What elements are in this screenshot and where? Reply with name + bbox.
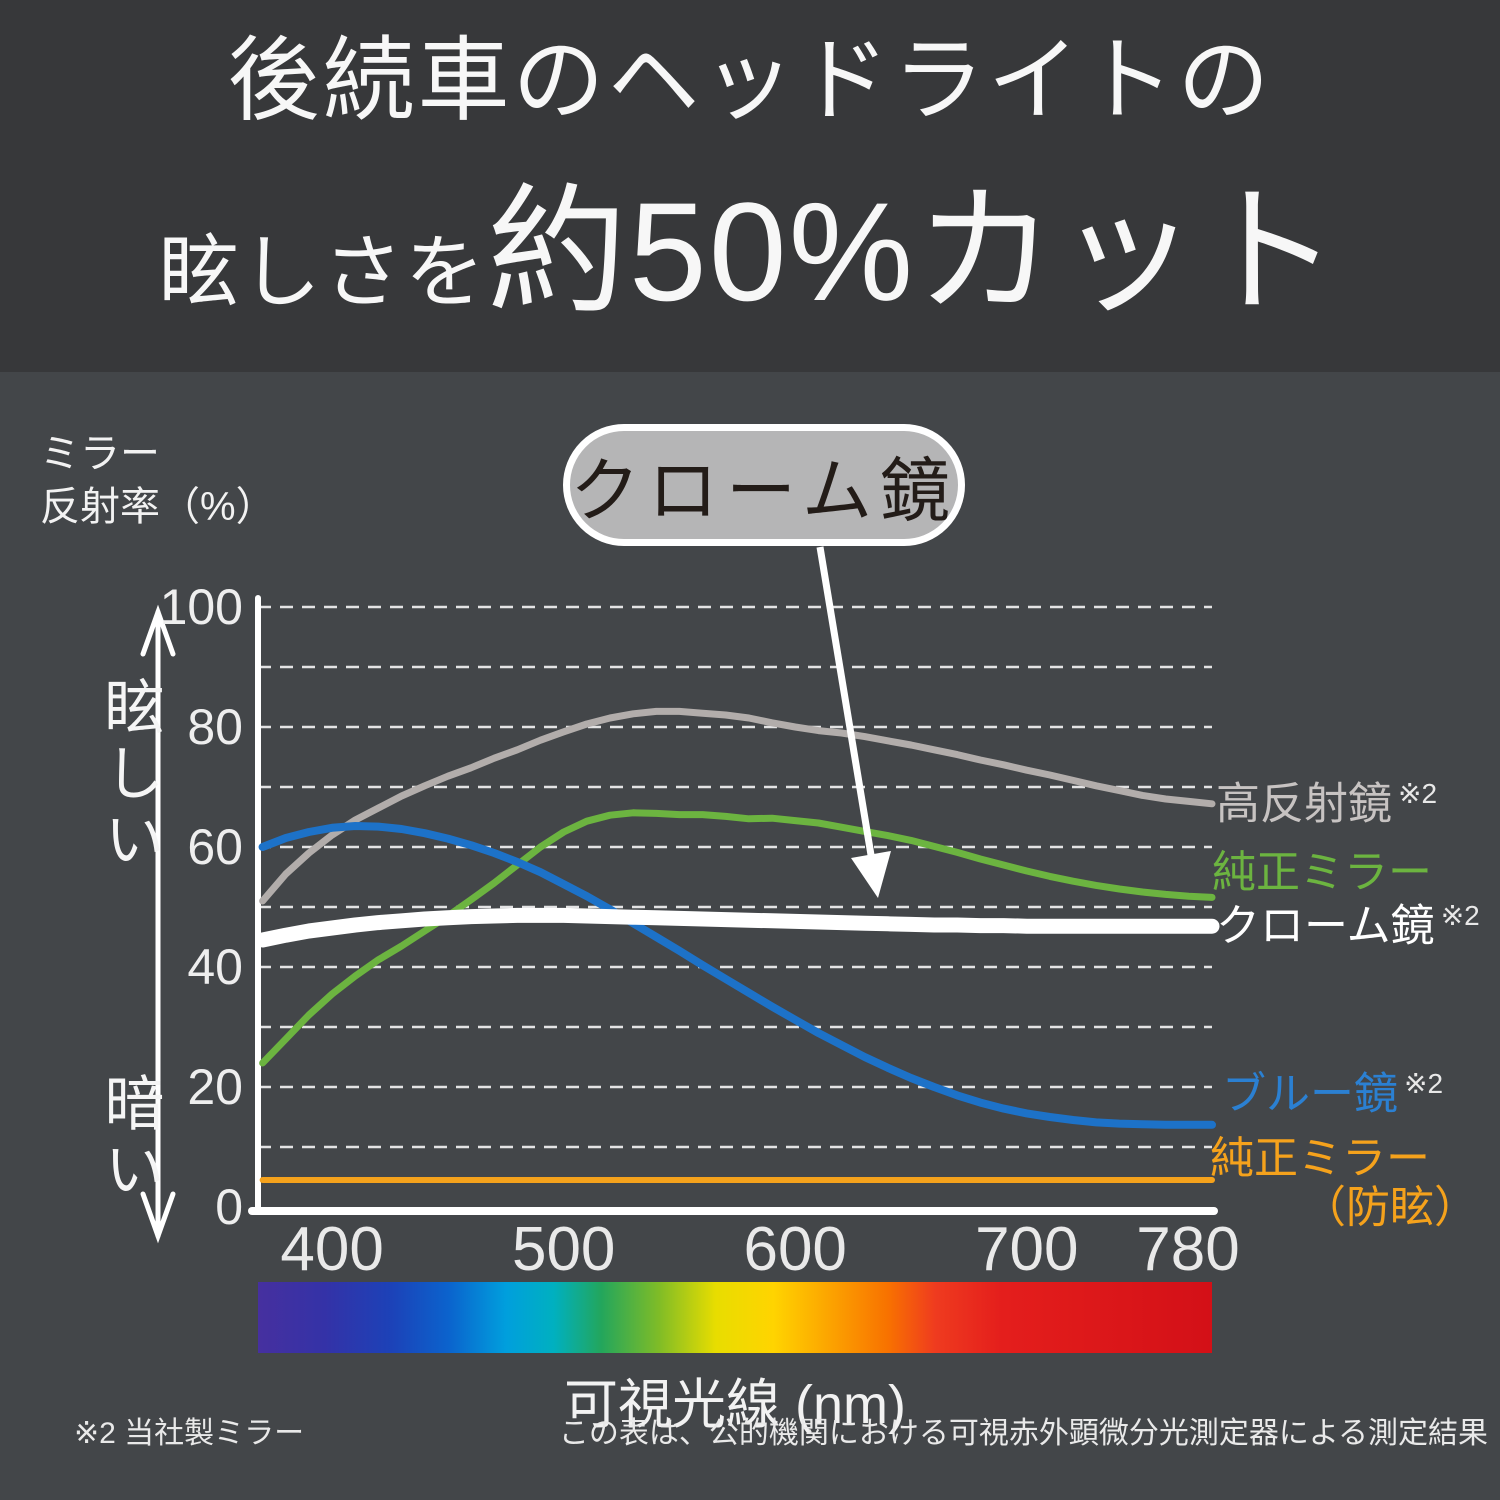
y-tick-0: 0 <box>215 1179 243 1235</box>
page-title-line1: 後続車のヘッドライトの <box>227 30 1273 133</box>
callout-arrow-icon <box>816 546 891 898</box>
page-title-line2: 眩しさを 約50%カット <box>159 139 1341 341</box>
title-banner: 後続車のヘッドライトの 眩しさを 約50%カット <box>0 0 1500 372</box>
gridlines <box>258 605 1212 1149</box>
high-reflection-mirror-curve <box>259 707 1216 905</box>
footnote-right: この表は、公的機関における可視赤外顕微分光測定器による測定結果 <box>558 1417 1488 1450</box>
y-tick-60: 60 <box>187 819 243 875</box>
x-axis-title: 可視光線 (nm) <box>564 1375 906 1435</box>
legend-high-reflection-mirror: 高反射鏡 ※2 <box>1216 778 1437 829</box>
y-axis-title-line2: 反射率（%） <box>40 484 276 529</box>
scale-label-glaring: 眩しい <box>96 676 163 874</box>
x-tick-700: 700 <box>975 1215 1078 1284</box>
x-tick-500: 500 <box>512 1215 615 1284</box>
legend-chrome-mirror-label: クローム鏡 <box>1216 901 1435 951</box>
y-axis-tick-labels: 100 80 60 40 20 0 <box>160 579 243 1235</box>
legend-blue-mirror-label: ブルー鏡 <box>1222 1069 1398 1119</box>
page-title-line2-large: 約50%カット <box>486 172 1342 330</box>
chrome-mirror-callout-label: クローム鏡 <box>570 451 958 530</box>
legend-antiglare-label-line1: 純正ミラー <box>1210 1134 1430 1183</box>
genuine-mirror-curve <box>259 809 1216 1067</box>
y-axis-title-line1: ミラー <box>40 432 160 476</box>
legend-genuine-mirror: 純正ミラー <box>1212 848 1432 897</box>
legend-blue-mirror: ブルー鏡 ※2 <box>1222 1068 1443 1119</box>
note-ref-icon: ※2 <box>1398 778 1438 809</box>
blue-mirror-curve <box>258 822 1216 1129</box>
x-axis-tick-labels: 400 500 600 700 780 <box>280 1215 1239 1284</box>
legend-high-reflection-label: 高反射鏡 <box>1216 779 1392 829</box>
y-tick-100: 100 <box>160 579 243 635</box>
x-tick-780: 780 <box>1136 1215 1239 1284</box>
x-tick-400: 400 <box>280 1215 383 1284</box>
scale-label-dark: 暗い <box>96 1072 163 1204</box>
glare-scale-arrow-icon <box>140 604 176 1244</box>
note-ref-icon: ※2 <box>1404 1068 1444 1099</box>
curves <box>255 707 1220 1183</box>
legend-antiglare-label-line2: （防眩） <box>1302 1183 1478 1233</box>
y-tick-20: 20 <box>187 1059 243 1115</box>
x-tick-600: 600 <box>743 1215 846 1284</box>
chrome-mirror-curve <box>255 907 1220 948</box>
visible-spectrum-bar <box>258 1282 1212 1353</box>
footnote-left: ※2 当社製ミラー <box>74 1417 305 1450</box>
note-ref-icon: ※2 <box>1440 900 1480 931</box>
y-tick-80: 80 <box>187 699 243 755</box>
legend-genuine-mirror-antiglare: 純正ミラー （防眩） <box>1210 1134 1478 1233</box>
y-axis-title: ミラー 反射率（%） <box>40 428 276 534</box>
legend-genuine-mirror-label: 純正ミラー <box>1212 848 1432 897</box>
page-title-line2-small: 眩しさを <box>158 227 487 317</box>
legend-chrome-mirror: クローム鏡 ※2 <box>1216 900 1480 951</box>
y-tick-40: 40 <box>187 939 243 995</box>
chrome-mirror-callout: クローム鏡 <box>563 424 965 546</box>
